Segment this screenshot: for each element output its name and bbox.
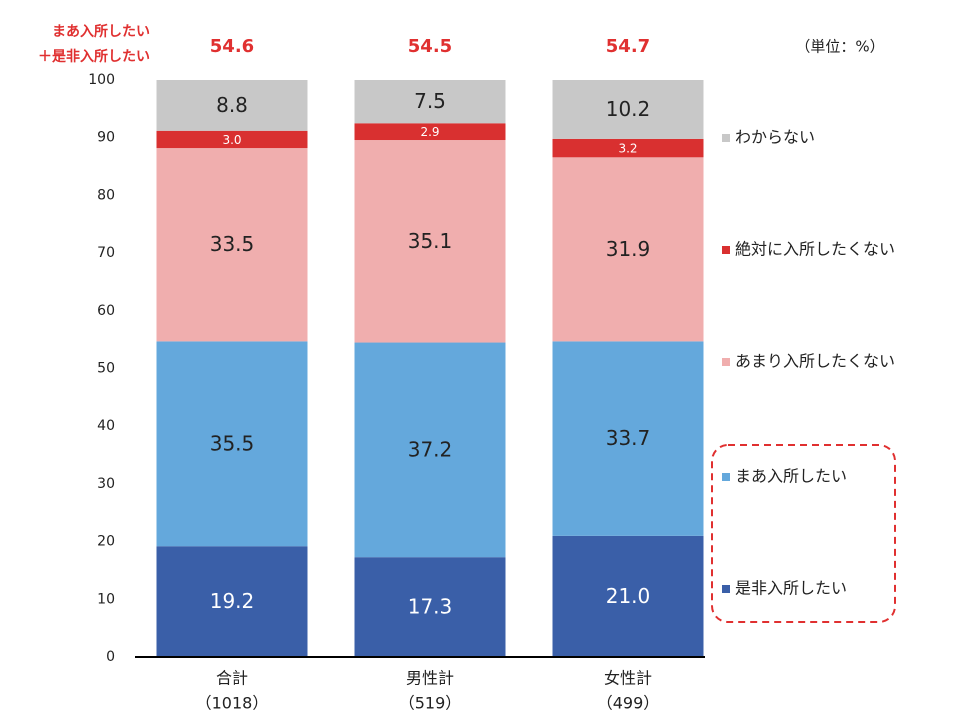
legend-label: わからない xyxy=(735,128,815,147)
bar-segment xyxy=(552,341,704,536)
sum-value: 54.5 xyxy=(408,36,452,57)
value-label: 35.5 xyxy=(210,431,255,455)
value-label: 37.2 xyxy=(408,437,453,461)
y-tick-label: 80 xyxy=(97,187,115,203)
legend-swatch xyxy=(722,134,730,142)
y-tick-label: 10 xyxy=(97,591,115,607)
legend-label: 是非入所したい xyxy=(735,579,847,598)
y-tick-label: 30 xyxy=(97,476,115,492)
y-tick-label: 50 xyxy=(97,361,115,377)
value-label: 33.7 xyxy=(606,426,651,450)
bar-segment xyxy=(156,80,308,131)
legend-label: まあ入所したい xyxy=(735,467,847,486)
bar-segment xyxy=(156,148,308,342)
bar-segment xyxy=(552,157,704,342)
value-label: 7.5 xyxy=(414,89,446,113)
value-label: 2.9 xyxy=(420,125,439,139)
sum-label: ＋是非入所したい xyxy=(38,48,150,65)
legend-swatch xyxy=(722,358,730,366)
bar-segment xyxy=(156,130,308,149)
value-label: 3.0 xyxy=(222,133,241,147)
x-tick-label: 男性計 xyxy=(406,669,454,688)
y-tick-label: 60 xyxy=(97,303,115,319)
bar-segment xyxy=(354,80,506,124)
sum-value: 54.7 xyxy=(606,36,650,57)
y-tick-label: 0 xyxy=(106,649,115,665)
value-label: 3.2 xyxy=(618,142,637,156)
bar-segment xyxy=(552,80,704,139)
bar-segment xyxy=(156,546,308,657)
legend-swatch xyxy=(722,246,730,254)
value-label: 10.2 xyxy=(606,97,651,121)
x-tick-count: （1018） xyxy=(196,694,269,713)
value-label: 19.2 xyxy=(210,589,255,613)
y-tick-label: 100 xyxy=(88,72,115,88)
bar-segment xyxy=(354,140,506,343)
unit-label: （単位：%） xyxy=(795,38,884,56)
x-tick-count: （499） xyxy=(597,694,660,713)
y-tick-label: 70 xyxy=(97,245,115,261)
bar-segment xyxy=(354,342,506,558)
bar-segment xyxy=(354,557,506,657)
value-label: 17.3 xyxy=(408,595,453,619)
x-tick-label: 合計 xyxy=(216,669,248,688)
y-tick-label: 90 xyxy=(97,130,115,146)
y-tick-label: 40 xyxy=(97,418,115,434)
value-label: 21.0 xyxy=(606,584,651,608)
x-tick-count: （519） xyxy=(399,694,462,713)
value-label: 31.9 xyxy=(606,237,651,261)
bar-segment xyxy=(354,123,506,141)
legend-swatch xyxy=(722,473,730,481)
value-label: 35.1 xyxy=(408,229,453,253)
y-tick-label: 20 xyxy=(97,534,115,550)
legend-swatch xyxy=(722,585,730,593)
value-label: 33.5 xyxy=(210,232,255,256)
legend-label: あまり入所したくない xyxy=(735,352,895,371)
bar-segment xyxy=(552,138,704,158)
legend-highlight xyxy=(711,444,896,623)
bar-segment xyxy=(156,341,308,547)
x-tick-label: 女性計 xyxy=(604,669,652,688)
sum-value: 54.6 xyxy=(210,36,254,57)
bar-segment xyxy=(552,535,704,657)
sum-label: まあ入所したい xyxy=(52,23,150,40)
value-label: 8.8 xyxy=(216,93,248,117)
legend-label: 絶対に入所したくない xyxy=(735,240,895,259)
